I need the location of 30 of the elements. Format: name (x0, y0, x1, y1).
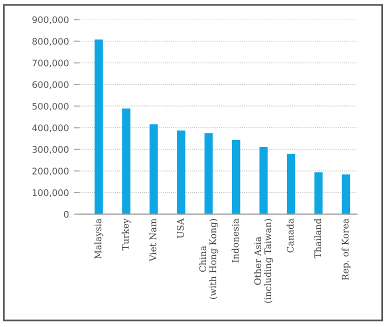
bar (177, 130, 186, 214)
x-tick-label: Malaysia (94, 218, 104, 259)
bar (122, 108, 130, 214)
x-tick-label: Canada (286, 218, 294, 252)
x-tick-label: China (with Hong Kong) (199, 219, 218, 299)
x-tick-label: Indonesia (232, 218, 239, 263)
y-tick-label: 700,000 (32, 60, 69, 68)
bar (232, 140, 240, 214)
y-tick-label: 500,000 (32, 102, 69, 111)
bar (94, 40, 103, 214)
bar (150, 124, 158, 214)
y-tick-label: 100,000 (32, 189, 69, 198)
y-tick-label: 900,000 (32, 16, 69, 24)
y-tick-label: 200,000 (32, 168, 69, 176)
x-tick-label: Rep. of Korea (342, 218, 350, 280)
bar (286, 154, 296, 214)
x-tick-label: Viet Nam (150, 218, 156, 262)
bar (204, 133, 213, 214)
y-tick-label: 400,000 (32, 124, 69, 132)
bar (259, 146, 268, 214)
x-tick-label: Other Asia (including Taiwan) (254, 219, 274, 303)
x-tick-label: USA (176, 218, 184, 238)
y-tick-label: 300,000 (32, 146, 69, 154)
bar (342, 174, 350, 214)
bar (314, 172, 323, 214)
y-tick-label: 600,000 (32, 81, 69, 89)
y-tick-label: 0 (64, 210, 69, 218)
y-tick-label: 800,000 (32, 38, 69, 46)
x-tick-label: Thailand (314, 218, 322, 258)
x-tick-label: Turkey (122, 218, 131, 250)
